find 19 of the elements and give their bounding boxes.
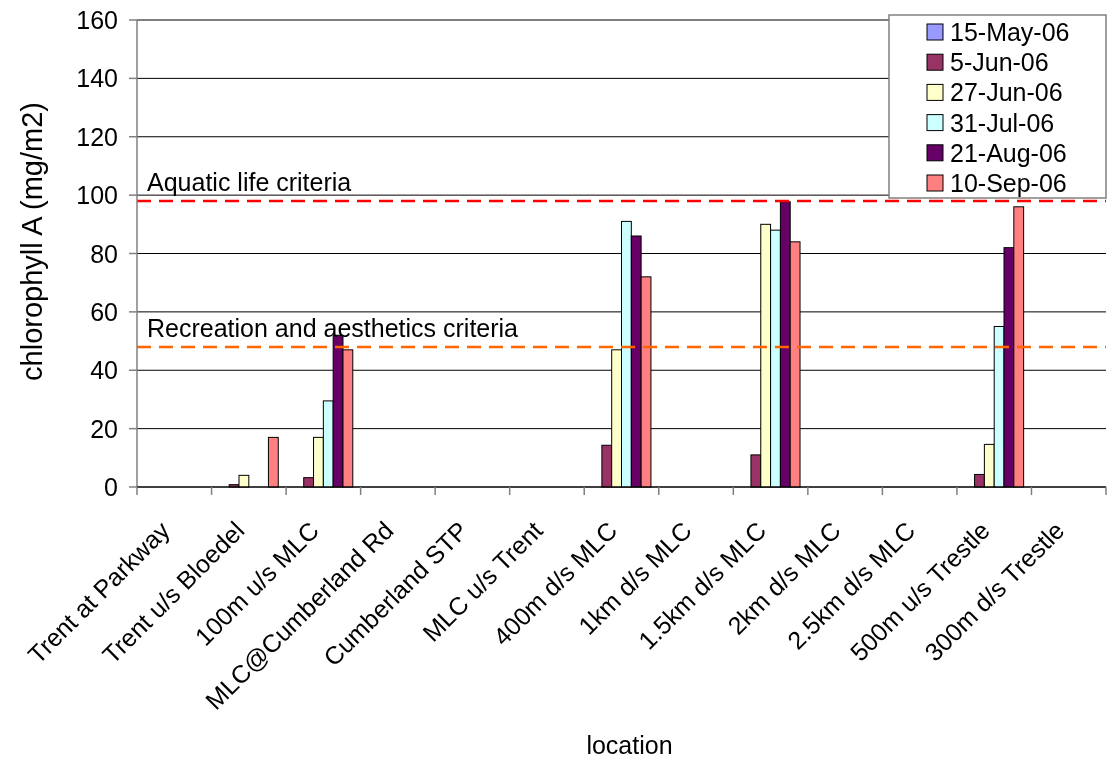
legend-label: 10-Sep-06 xyxy=(950,169,1067,197)
y-axis-title: chlorophyll A (mg/m2) xyxy=(16,102,49,381)
y-tick-label: 160 xyxy=(76,6,118,34)
y-tick-label: 80 xyxy=(90,239,118,268)
y-tick-label: 20 xyxy=(90,414,118,443)
y-tick-label: 140 xyxy=(76,64,118,93)
legend-label: 5-Jun-06 xyxy=(950,48,1049,77)
legend-label: 21-Aug-06 xyxy=(950,138,1067,167)
legend-label: 31-Jul-06 xyxy=(950,108,1055,137)
y-tick-label: 40 xyxy=(90,356,118,385)
y-tick-label: 60 xyxy=(90,297,118,326)
ref-line-label: Recreation and aesthetics criteria xyxy=(147,313,519,342)
y-tick-label: 0 xyxy=(104,473,118,501)
x-axis-title: location xyxy=(586,731,673,759)
legend-label: 15-May-06 xyxy=(950,18,1070,46)
y-tick-label: 120 xyxy=(76,122,118,151)
legend-label: 27-Jun-06 xyxy=(950,78,1063,107)
ref-line-label: Aquatic life criteria xyxy=(147,167,352,196)
y-tick-label: 100 xyxy=(76,181,118,210)
